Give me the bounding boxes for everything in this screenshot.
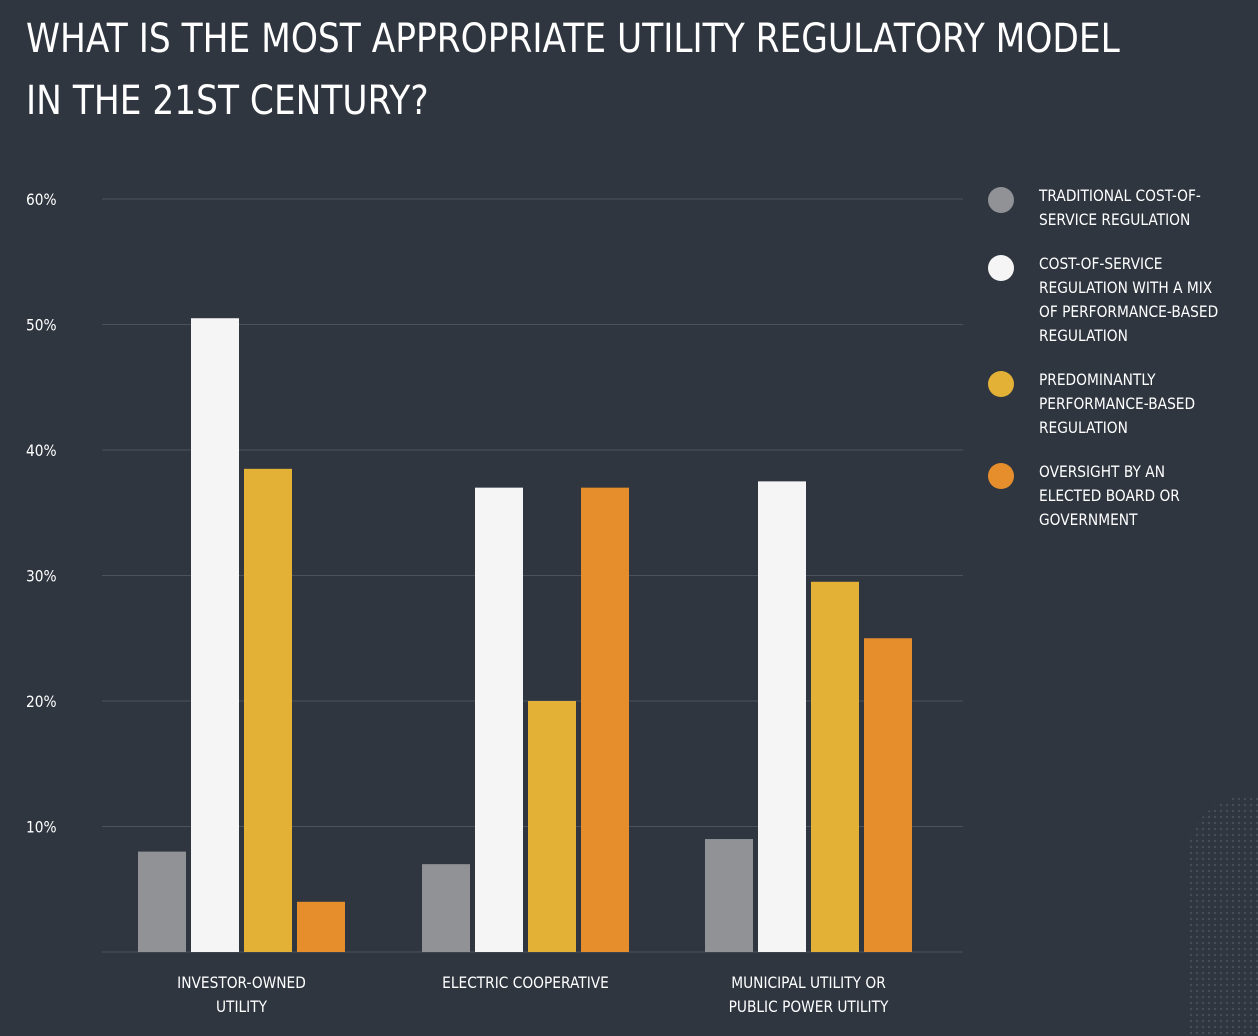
bar [581, 487, 629, 952]
x-category-label: PUBLIC POWER UTILITY [729, 997, 890, 1016]
legend-swatch [988, 255, 1014, 281]
legend-label: SERVICE REGULATION [1039, 210, 1191, 229]
legend-swatch [988, 371, 1014, 397]
bar [758, 481, 806, 952]
legend-item: OVERSIGHT BY AN ELECTED BOARD OR GOVERNMEN… [988, 460, 1250, 532]
chart-title: WHAT IS THE MOST APPROPRIATE UTILITY REG… [26, 8, 1120, 132]
x-category-label: MUNICIPAL UTILITY OR [731, 973, 886, 992]
bar [244, 468, 292, 952]
legend-label: TRADITIONAL COST-OF- [1039, 186, 1201, 205]
legend-label: REGULATION WITH A MIX [1039, 278, 1213, 297]
bar [528, 701, 576, 952]
bar [297, 901, 345, 952]
y-tick-label: 50% [26, 315, 57, 334]
bar [191, 318, 239, 953]
decorative-dot-pattern [1188, 796, 1258, 1036]
legend-label: REGULATION [1039, 326, 1128, 345]
legend-label: PERFORMANCE-BASED [1039, 394, 1196, 413]
legend-label: OF PERFORMANCE-BASED [1039, 302, 1219, 321]
legend-item: COST-OF-SERVICE REGULATION WITH A MIX OF P… [988, 252, 1250, 348]
bar [811, 581, 859, 952]
y-tick-label: 30% [26, 566, 57, 585]
legend-label: COST-OF-SERVICE [1039, 254, 1163, 273]
x-category-label: INVESTOR-OWNED [177, 973, 306, 992]
x-category-label: ELECTRIC COOPERATIVE [442, 973, 609, 992]
chart-title-line-1: WHAT IS THE MOST APPROPRIATE UTILITY REG… [26, 16, 1120, 62]
legend-label: OVERSIGHT BY AN [1039, 462, 1166, 481]
legend-item: PREDOMINANTLY PERFORMANCE-BASED REGULATION [988, 368, 1250, 440]
y-tick-label: 60% [26, 190, 57, 209]
bar [422, 864, 470, 952]
legend-swatch [988, 187, 1014, 213]
bar [864, 638, 912, 952]
legend-label: REGULATION [1039, 418, 1128, 437]
chart-legend: TRADITIONAL COST-OF- SERVICE REGULATION CO… [988, 184, 1250, 552]
bar [138, 851, 186, 952]
x-category-label: UTILITY [216, 997, 268, 1016]
y-tick-label: 10% [26, 817, 57, 836]
legend-label: ELECTED BOARD OR [1039, 486, 1180, 505]
legend-label: PREDOMINANTLY [1039, 370, 1156, 389]
y-tick-label: 40% [26, 441, 57, 460]
legend-label: GOVERNMENT [1039, 510, 1138, 529]
y-tick-label: 20% [26, 692, 57, 711]
legend-swatch [988, 463, 1014, 489]
bar [475, 487, 523, 952]
bar [705, 839, 753, 952]
chart-title-line-2: IN THE 21ST CENTURY? [26, 78, 429, 124]
legend-item: TRADITIONAL COST-OF- SERVICE REGULATION [988, 184, 1250, 232]
